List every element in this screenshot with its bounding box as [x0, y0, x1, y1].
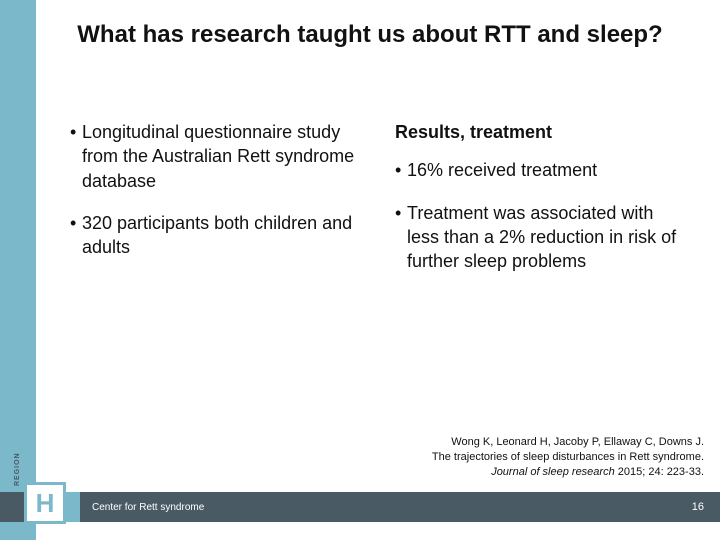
- footer-center-name: Center for Rett syndrome: [92, 492, 204, 522]
- left-column: Longitudinal questionnaire study from th…: [70, 120, 355, 291]
- citation-title: The trajectories of sleep disturbances i…: [432, 450, 704, 465]
- citation-ref: 2015; 24: 223-33.: [615, 466, 704, 478]
- citation-journal: Journal of sleep research 2015; 24: 223-…: [432, 465, 704, 480]
- region-h-logo: H REGION: [20, 482, 70, 532]
- slide: What has research taught us about RTT an…: [0, 0, 720, 540]
- page-number: 16: [692, 492, 704, 522]
- bullet-item: 16% received treatment: [395, 158, 680, 182]
- bullet-item: 320 participants both children and adult…: [70, 211, 355, 260]
- body-columns: Longitudinal questionnaire study from th…: [70, 120, 680, 291]
- citation: Wong K, Leonard H, Jacoby P, Ellaway C, …: [432, 435, 704, 480]
- citation-journal-name: Journal of sleep research: [491, 466, 615, 478]
- logo-side-text: REGION: [14, 452, 21, 486]
- citation-authors: Wong K, Leonard H, Jacoby P, Ellaway C, …: [432, 435, 704, 450]
- bullet-item: Treatment was associated with less than …: [395, 201, 680, 274]
- slide-title: What has research taught us about RTT an…: [60, 20, 680, 50]
- results-heading: Results, treatment: [395, 120, 680, 144]
- right-column: Results, treatment 16% received treatmen…: [395, 120, 680, 291]
- bullet-item: Longitudinal questionnaire study from th…: [70, 120, 355, 193]
- logo-letter: H: [24, 482, 66, 524]
